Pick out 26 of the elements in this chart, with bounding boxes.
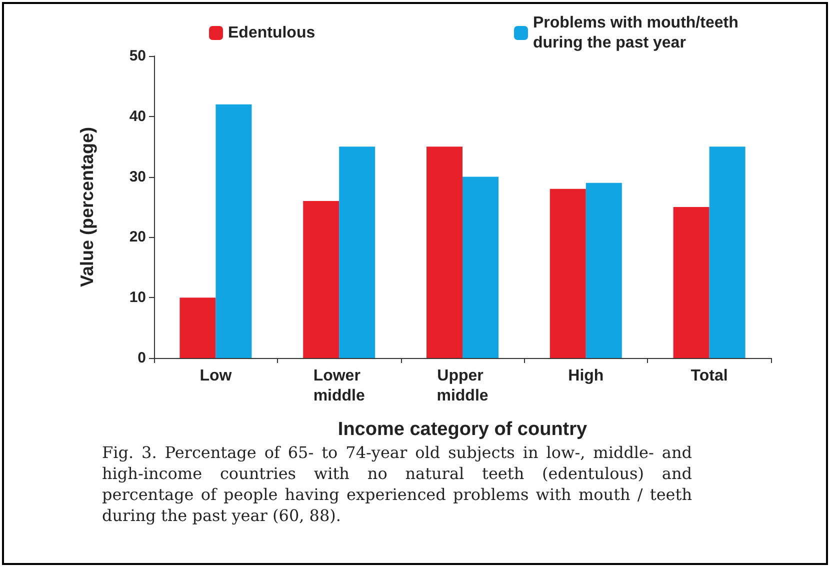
y-tick-label: 20 xyxy=(129,228,146,246)
y-tick-label: 10 xyxy=(129,289,146,306)
bar xyxy=(673,207,710,358)
bar xyxy=(586,182,622,358)
bar xyxy=(180,298,216,358)
y-axis-title: Value (percentage) xyxy=(77,126,97,288)
legend-label: Edentulous xyxy=(228,24,316,42)
x-tick-label: Lower middle xyxy=(313,368,365,404)
bar xyxy=(303,200,340,358)
y-tick-label: 0 xyxy=(138,350,146,366)
bar xyxy=(426,146,462,358)
bar xyxy=(339,146,376,358)
legend-label: Problems with mouth/teeth during the past year xyxy=(533,14,743,52)
bar xyxy=(462,176,498,358)
caption: Fig. 3. Percentage of 65- to 74-year old subjects in low-, middle- and high-income countries with no natural teeth (edentulous) and percentage of people having experienced problems with mouth / teeth during the past year (60, 88). xyxy=(102,442,692,526)
bar xyxy=(550,188,586,358)
bar xyxy=(216,104,252,358)
x-tick-label: Upper middle xyxy=(436,368,488,404)
x-tick-label: Total xyxy=(690,368,728,384)
y-tick-label: 40 xyxy=(129,108,146,125)
x-tick-label: High xyxy=(568,368,604,384)
bar xyxy=(709,146,746,358)
y-tick-label: 30 xyxy=(129,168,146,186)
x-axis-title: Income category of country xyxy=(338,419,588,440)
x-tick-label: Low xyxy=(200,368,232,384)
y-tick-label: 50 xyxy=(129,48,146,64)
